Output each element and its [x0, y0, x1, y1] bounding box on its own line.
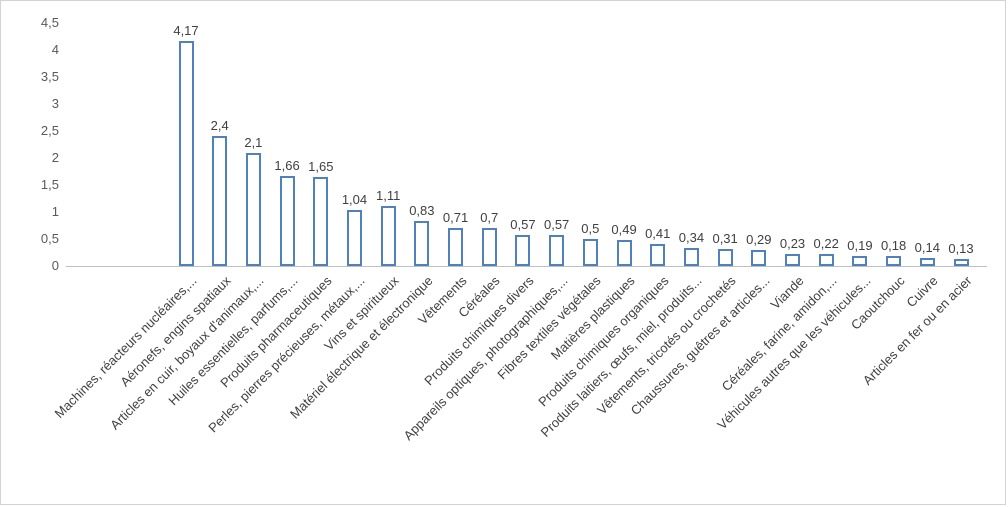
bar [178, 40, 194, 266]
bar-value-label: 0,31 [712, 231, 738, 247]
bar-value-label: 2,4 [210, 118, 229, 134]
bar [380, 206, 396, 266]
bar [785, 253, 801, 266]
y-tick-label: 4 [51, 42, 59, 57]
bar-value-label: 0,23 [779, 235, 806, 251]
bar-value-label: 0,22 [813, 236, 839, 252]
bar [414, 221, 430, 266]
y-tick-label: 2,5 [40, 123, 59, 138]
bar [582, 239, 598, 266]
bar [448, 227, 464, 266]
bar [549, 235, 565, 266]
y-tick-label: 0,5 [40, 231, 59, 246]
bar-value-label: 1,66 [274, 158, 300, 174]
bar-value-label: 1,04 [341, 191, 368, 207]
bar-value-label: 0,34 [678, 229, 705, 245]
bar-value-label: 0,83 [409, 203, 435, 219]
y-tick-label: 1 [51, 204, 59, 219]
bar [751, 250, 767, 266]
bar [313, 176, 329, 266]
bar-value-label: 0,41 [645, 225, 671, 241]
bar-value-label: 0,14 [914, 240, 940, 256]
bar-value-label: 0,29 [746, 232, 772, 248]
bar-value-label: 0,13 [948, 240, 974, 256]
bar [818, 254, 834, 266]
bar-value-label: 0,7 [480, 210, 499, 226]
bar [953, 258, 969, 266]
y-tick-label: 3,5 [40, 69, 59, 84]
bar-value-label: 4,17 [173, 22, 199, 38]
bar-value-label: 2,1 [244, 134, 263, 150]
bar-value-label: 0,19 [847, 237, 873, 253]
y-tick-label: 1,5 [40, 177, 59, 192]
bar-value-label: 0,57 [510, 217, 536, 233]
y-tick-label: 2 [51, 150, 59, 165]
bar-value-label: 1,11 [376, 188, 401, 204]
bar [616, 239, 632, 266]
bar [683, 247, 699, 266]
bar-value-label: 0,49 [611, 221, 637, 237]
bar [717, 249, 733, 266]
bar [886, 256, 902, 266]
bar [481, 228, 497, 266]
bar [346, 209, 362, 266]
bar-value-label: 0,5 [581, 221, 600, 236]
y-tick-label: 0 [51, 258, 59, 273]
bar-value-label: 1,65 [308, 158, 334, 174]
bar [212, 136, 228, 266]
bar-value-label: 0,57 [543, 217, 570, 233]
bar [515, 235, 531, 266]
bar-value-label: 0,18 [880, 238, 907, 254]
y-tick-label: 3 [51, 96, 59, 111]
bar [245, 152, 261, 266]
y-tick-label: 4,5 [40, 15, 59, 30]
x-axis-line [66, 266, 987, 267]
bar [919, 258, 935, 266]
bar-value-label: 0,71 [442, 209, 469, 225]
bar [279, 176, 295, 266]
bar [852, 255, 868, 266]
bar [650, 243, 666, 266]
